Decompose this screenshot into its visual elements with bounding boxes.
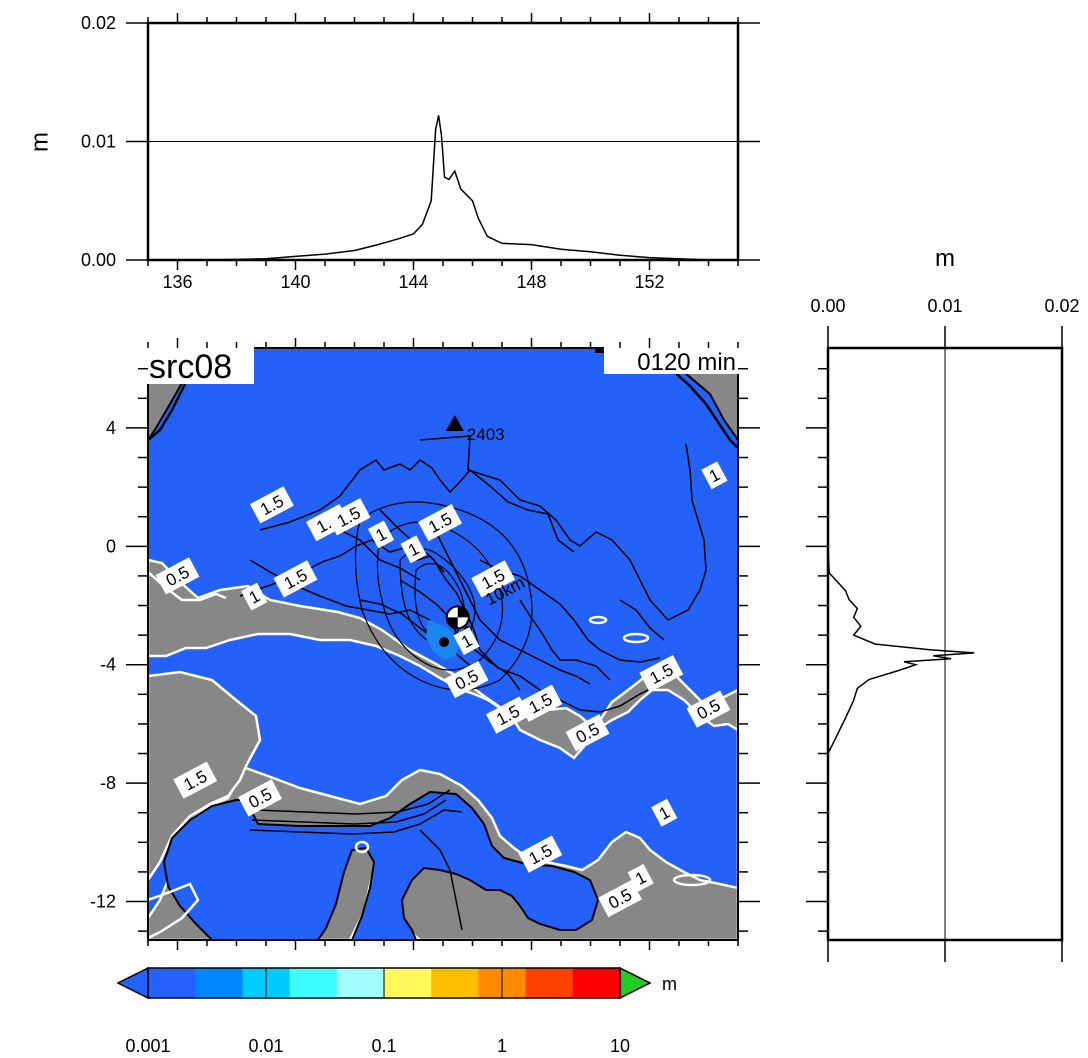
- right-x-tick-label: 0.02: [1044, 296, 1079, 316]
- colorbar-segment: [148, 968, 196, 998]
- map-title-bg: [146, 346, 254, 384]
- station-triangle-icon: [445, 414, 464, 431]
- contour-label: 1: [651, 798, 678, 827]
- colorbar: 0.001 0.01 0.1 1 10 m: [116, 966, 677, 1056]
- right-xlabel: m: [935, 245, 955, 272]
- colorbar-segment: [431, 968, 479, 998]
- top-profile-panel: 136 140 144 148 152 0.00 0.01 0.02 m: [26, 13, 760, 292]
- colorbar-unit: m: [662, 974, 677, 994]
- epicenter-beachball: [445, 605, 470, 630]
- map-y-tick-label: 4: [106, 418, 116, 438]
- colorbar-over-triangle: [619, 966, 652, 1000]
- right-profile-line: [828, 348, 975, 940]
- map-tick-labels: 4 0 -4 -8 -12: [90, 418, 116, 912]
- right-ticks: [806, 326, 1063, 962]
- contour-label: 1: [701, 461, 728, 490]
- colorbar-segment: [525, 968, 574, 998]
- contour-label: 1: [453, 627, 480, 655]
- contour-label: 1: [367, 520, 395, 549]
- top-x-tick-label: 136: [162, 272, 192, 292]
- top-ylabel: m: [26, 132, 53, 152]
- map-y-tick-label: -8: [100, 773, 116, 793]
- colorbar-segment: [195, 968, 243, 998]
- map-y-tick-label: -12: [90, 892, 116, 912]
- contour-label: 1: [241, 582, 268, 611]
- map-time-label: 0120 min: [637, 349, 736, 376]
- top-x-tick-label: 144: [398, 272, 428, 292]
- contour-label: 1: [627, 863, 654, 892]
- top-y-tick-label: 0.02: [81, 13, 116, 33]
- colorbar-tick-label: 1: [497, 1036, 507, 1056]
- colorbar-under-triangle: [116, 966, 149, 1000]
- colorbar-tick-label: 0.001: [125, 1036, 170, 1056]
- top-tick-labels: 136 140 144 148 152 0.00 0.01 0.02: [81, 13, 665, 292]
- contour-label: 0.5: [686, 690, 731, 728]
- colorbar-tick-labels: 0.001 0.01 0.1 1 10: [125, 968, 630, 1056]
- top-y-tick-label: 0.01: [81, 132, 116, 152]
- right-x-tick-label: 0.00: [810, 296, 845, 316]
- map-y-tick-label: -4: [100, 655, 116, 675]
- top-x-tick-label: 152: [634, 272, 664, 292]
- top-minor-ticks: [126, 13, 760, 270]
- source-dot: [439, 637, 449, 647]
- map-time-bg: [604, 346, 740, 374]
- top-y-tick-label: 0.00: [81, 250, 116, 270]
- right-x-tick-label: 0.01: [927, 296, 962, 316]
- colorbar-segment: [384, 968, 432, 998]
- white-contours: [148, 571, 712, 940]
- colorbar-segment: [289, 968, 338, 998]
- top-x-tick-label: 148: [516, 272, 546, 292]
- colorbar-tick-label: 0.1: [371, 1036, 396, 1056]
- colorbar-segment: [336, 968, 385, 998]
- contour-label: 1: [400, 535, 427, 564]
- station-label: 2403: [467, 425, 505, 444]
- map-title: src08: [149, 348, 232, 386]
- colorbar-tick-label: 10: [610, 1036, 630, 1056]
- top-x-tick-label: 140: [280, 272, 310, 292]
- colorbar-segment: [572, 968, 621, 998]
- colorbar-tick-label: 0.01: [248, 1036, 283, 1056]
- right-tick-labels: 0.00 0.01 0.02: [810, 296, 1079, 316]
- top-profile-line: [148, 115, 738, 260]
- map-y-tick-label: 0: [106, 536, 116, 556]
- right-profile-panel: 0.00 0.01 0.02 m: [806, 245, 1080, 962]
- map-ticks: [126, 338, 760, 950]
- station-marker: 2403: [445, 414, 505, 444]
